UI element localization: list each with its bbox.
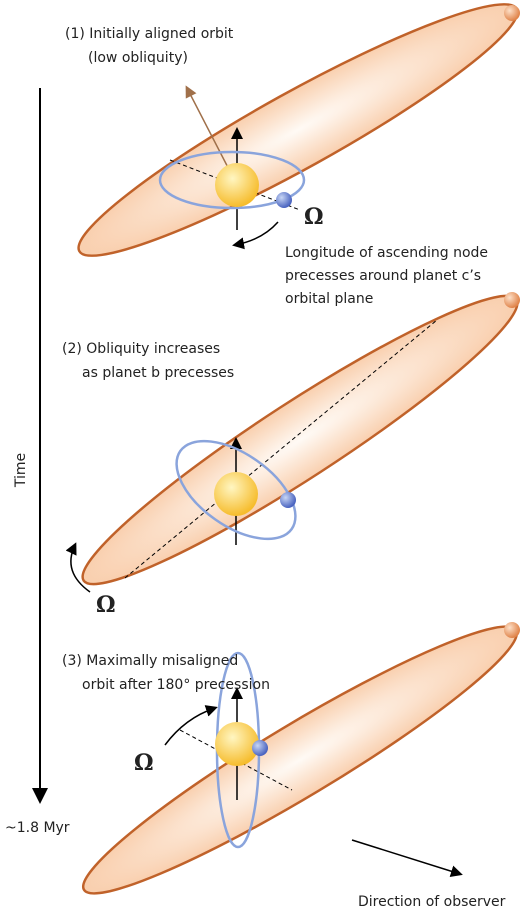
caption: orbit after 180° precession [82,677,270,693]
planet-b-orbit [158,150,306,210]
star [214,472,258,516]
caption: as planet b precesses [82,365,234,381]
node-line [169,159,301,211]
planet-b [252,740,268,756]
caption: (1) Initially aligned orbit [65,26,234,42]
caption: (low obliquity) [88,50,188,66]
planet-b [280,492,296,508]
planet-b [276,192,292,208]
panel-1: (1) Initially aligned orbit (low obliqui… [65,3,520,307]
time-end-label: ~1.8 Myr [5,820,70,836]
note: Longitude of ascending node [285,245,488,261]
planet-b-orbit [175,439,297,541]
observer-arrow [351,839,463,878]
precession-arrow [232,221,279,250]
omega: Ω [96,592,116,618]
observer-label: Direction of observer [358,894,506,910]
time-label: Time [13,453,29,488]
outer-orbit [81,294,519,586]
panel-2: (2) Obliquity increases as planet b prec… [62,292,520,618]
omega: Ω [134,750,154,776]
star [215,722,259,766]
caption: (2) Obliquity increases [62,341,220,357]
panel-3: (3) Maximally misaligned orbit after 180… [62,622,520,895]
precession-arrow [65,542,91,593]
planet-c [504,622,520,638]
caption: (3) Maximally misaligned [62,653,238,669]
note: orbital plane [285,291,373,307]
precession-arrow [164,705,218,746]
omega: Ω [304,204,324,230]
node-line [124,319,438,579]
star [215,163,259,207]
planet-c [504,5,520,21]
planet-c [504,292,520,308]
note: precesses around planet c’s [285,268,481,284]
outer-orbit [77,3,519,257]
